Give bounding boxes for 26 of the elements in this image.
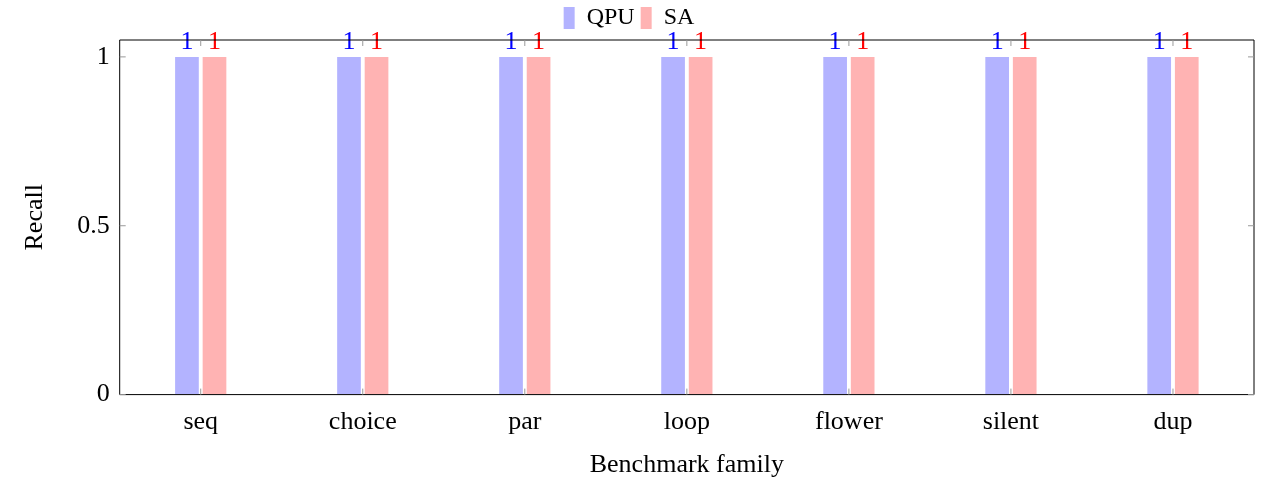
y-tick-label: 1: [96, 40, 110, 70]
data-label: 1: [1180, 25, 1194, 55]
data-label: 1: [828, 25, 842, 55]
x-tick-label: choice: [328, 406, 397, 436]
data-label: 1: [856, 25, 870, 55]
data-label: 1: [342, 25, 356, 55]
x-tick-label: loop: [663, 406, 710, 436]
data-label: 1: [504, 25, 518, 55]
data-label: 1: [180, 25, 194, 55]
x-axis-title: Benchmark family: [589, 449, 784, 479]
data-label: 1: [1152, 25, 1166, 55]
data-label: 1: [1018, 25, 1032, 55]
x-tick-label: par: [508, 406, 542, 436]
data-label: 1: [694, 25, 708, 55]
y-axis-title: Recall: [19, 184, 49, 251]
x-tick-label: flower: [814, 406, 884, 436]
x-tick-label: silent: [982, 406, 1040, 436]
data-label: 1: [532, 25, 546, 55]
data-label: 1: [208, 25, 221, 55]
x-tick-label: dup: [1153, 406, 1193, 436]
data-label: 1: [370, 25, 384, 55]
y-tick-label: 0.5: [77, 209, 110, 239]
data-label: 1: [990, 25, 1004, 55]
y-tick-label: 0: [96, 378, 110, 408]
legend-label: QPU: [586, 3, 635, 30]
x-tick-label: seq: [183, 406, 219, 436]
